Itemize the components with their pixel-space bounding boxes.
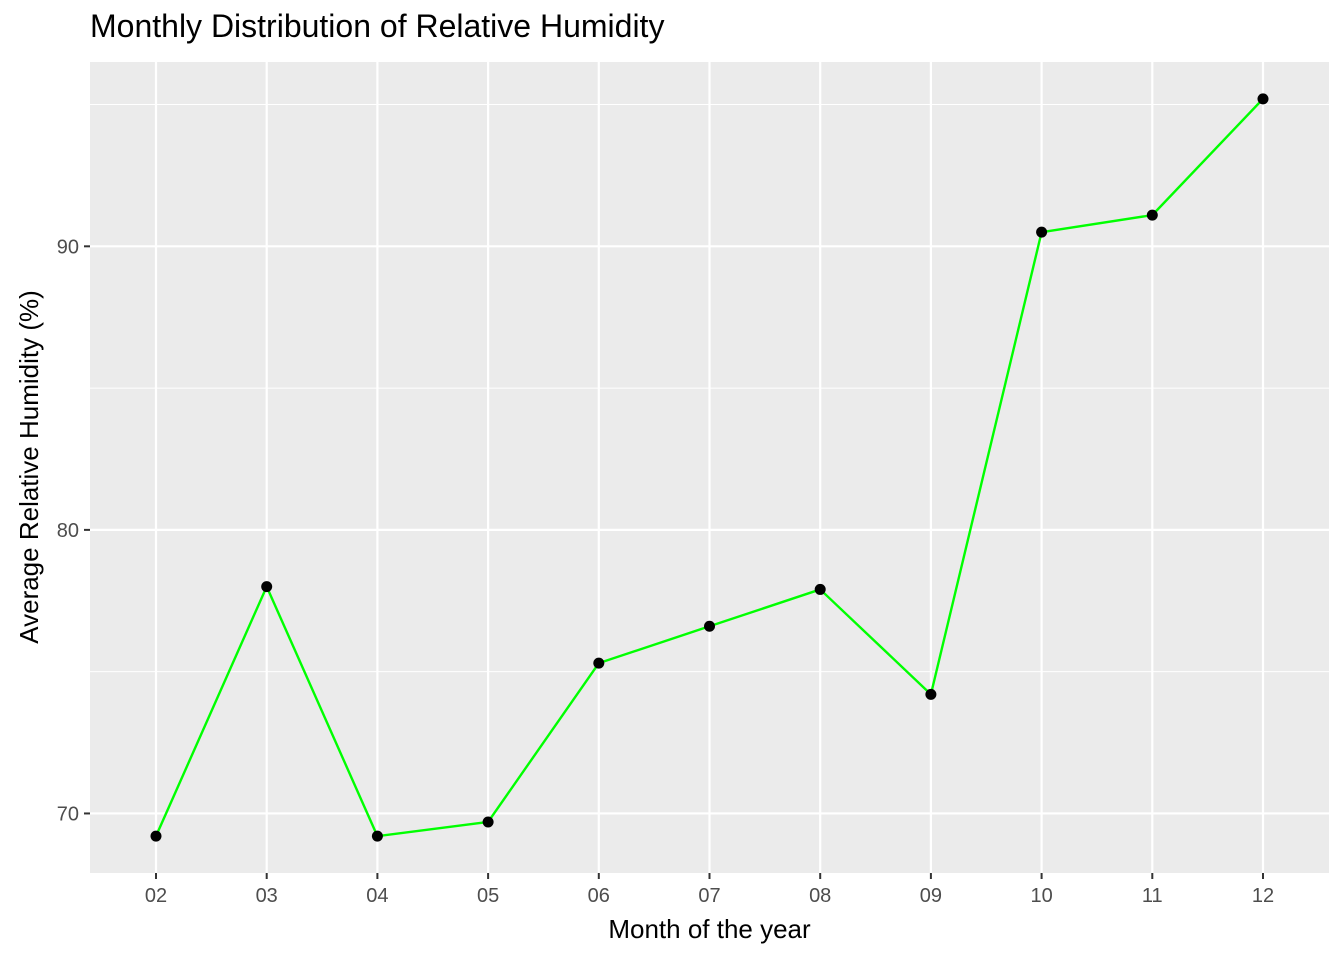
data-series	[150, 93, 1269, 842]
data-point	[1036, 226, 1048, 238]
x-tick-label: 04	[366, 885, 388, 907]
x-axis-title: Month of the year	[608, 914, 811, 944]
data-point	[814, 583, 826, 595]
y-tick-label: 90	[57, 236, 79, 258]
data-point	[593, 657, 605, 669]
chart-title: Monthly Distribution of Relative Humidit…	[90, 8, 665, 44]
x-tick-label: 07	[698, 885, 720, 907]
x-tick-label: 05	[477, 885, 499, 907]
major-gridlines	[90, 62, 1329, 873]
data-point	[482, 816, 494, 828]
data-point	[1146, 209, 1158, 221]
x-tick-label: 11	[1142, 885, 1163, 907]
data-point	[1257, 93, 1269, 105]
data-point	[704, 620, 715, 632]
x-tick-label: 12	[1252, 885, 1274, 907]
x-tick-label: 02	[145, 885, 167, 907]
y-axis-title: Average Relative Humidity (%)	[14, 290, 44, 644]
x-tick-label: 08	[809, 885, 831, 907]
data-point	[925, 688, 937, 700]
data-point	[261, 581, 273, 593]
data-point	[150, 830, 162, 842]
x-tick-label: 10	[1030, 885, 1052, 907]
y-tick-label: 70	[57, 803, 79, 825]
x-tick-label: 03	[256, 885, 278, 907]
x-tick-label: 09	[920, 885, 942, 907]
x-tick-label: 06	[588, 885, 610, 907]
axis-ticks: 70 80 90 02 03 04 05 06 07 08 09 10 11 12	[57, 236, 1274, 907]
y-tick-label: 80	[57, 520, 79, 542]
data-point	[371, 830, 383, 842]
